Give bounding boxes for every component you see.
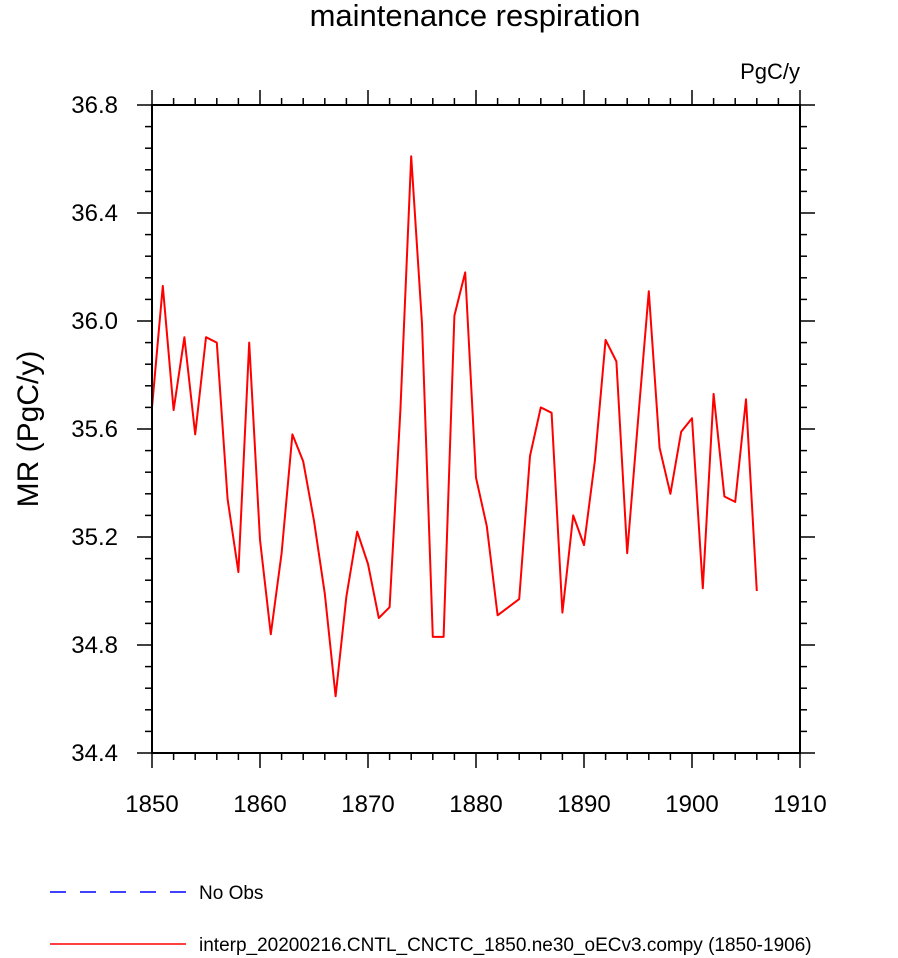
chart-title: maintenance respiration [310, 0, 641, 33]
legend-label-model: interp_20200216.CNTL_CNCTC_1850.ne30_oEC… [199, 935, 812, 956]
tick-labels: 1850 1860 1870 1880 1890 1900 1910 34.4 34.8 35.2… [71, 92, 826, 818]
y-tick-label: 35.6 [71, 416, 118, 443]
legend-item-model: interp_20200216.CNTL_CNCTC_1850.ne30_oEC… [50, 935, 812, 956]
x-tick-label: 1850 [125, 791, 178, 818]
x-tick-label: 1900 [665, 791, 718, 818]
y-tick-label: 35.2 [71, 524, 118, 551]
y-tick-label: 36.4 [71, 200, 118, 227]
series-line-0 [151, 155, 758, 698]
plot-frame [151, 104, 801, 754]
y-tick-label: 34.4 [71, 740, 118, 767]
ticks [137, 90, 815, 768]
x-tick-label: 1910 [773, 791, 826, 818]
x-tick-label: 1860 [233, 791, 286, 818]
legend-label-no-obs: No Obs [199, 883, 263, 904]
units-label: PgC/y [740, 59, 800, 84]
y-tick-label: 36.8 [71, 92, 118, 119]
y-tick-label: 34.8 [71, 632, 118, 659]
y-tick-label: 36.0 [71, 308, 118, 335]
y-axis-label: MR (PgC/y) [12, 351, 45, 508]
series-group [151, 155, 758, 698]
x-tick-label: 1870 [341, 791, 394, 818]
x-tick-label: 1880 [449, 791, 502, 818]
legend-item-no-obs: No Obs [50, 883, 263, 904]
x-tick-label: 1890 [557, 791, 610, 818]
legend: No Obs interp_20200216.CNTL_CNCTC_1850.n… [50, 883, 812, 956]
